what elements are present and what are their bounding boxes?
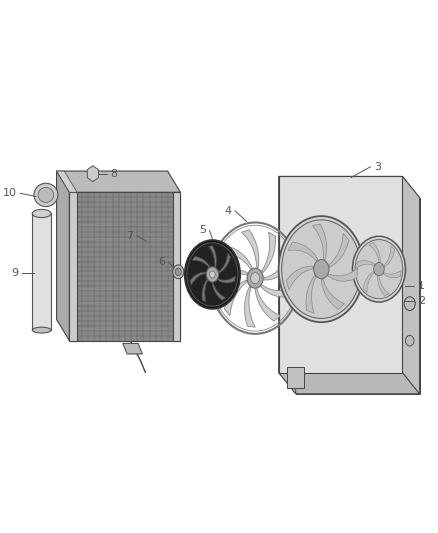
Polygon shape <box>261 285 294 297</box>
Circle shape <box>355 239 403 298</box>
Text: 3: 3 <box>374 162 381 172</box>
Ellipse shape <box>32 327 51 333</box>
Polygon shape <box>264 254 293 280</box>
Polygon shape <box>208 246 216 269</box>
Polygon shape <box>262 232 276 272</box>
Polygon shape <box>57 171 77 192</box>
Text: 10: 10 <box>3 188 17 198</box>
Polygon shape <box>57 171 180 192</box>
Ellipse shape <box>38 187 54 203</box>
Text: 2: 2 <box>418 296 425 306</box>
Circle shape <box>175 268 181 276</box>
Circle shape <box>206 267 219 282</box>
Polygon shape <box>69 192 77 341</box>
Circle shape <box>406 335 414 346</box>
Polygon shape <box>287 367 304 389</box>
Ellipse shape <box>34 183 58 207</box>
Circle shape <box>279 216 364 322</box>
Polygon shape <box>383 270 401 278</box>
Polygon shape <box>378 276 389 296</box>
Text: 6: 6 <box>158 257 165 267</box>
Polygon shape <box>215 270 247 287</box>
Circle shape <box>251 272 260 284</box>
Polygon shape <box>279 176 403 373</box>
Polygon shape <box>217 253 231 274</box>
Polygon shape <box>242 230 259 268</box>
Polygon shape <box>173 192 180 341</box>
Circle shape <box>353 236 406 302</box>
Circle shape <box>404 297 415 311</box>
Circle shape <box>185 240 240 309</box>
Circle shape <box>374 263 384 276</box>
Polygon shape <box>279 176 420 198</box>
Polygon shape <box>296 198 420 394</box>
Polygon shape <box>328 268 357 281</box>
Polygon shape <box>221 246 252 269</box>
Circle shape <box>282 220 361 318</box>
Polygon shape <box>312 224 327 260</box>
Polygon shape <box>192 256 211 269</box>
Polygon shape <box>216 276 236 283</box>
Polygon shape <box>384 246 395 267</box>
Polygon shape <box>202 278 209 302</box>
Polygon shape <box>321 279 345 309</box>
Text: 8: 8 <box>110 169 117 179</box>
Ellipse shape <box>32 209 51 217</box>
Text: 9: 9 <box>11 268 18 278</box>
Polygon shape <box>123 343 142 354</box>
Circle shape <box>210 271 215 278</box>
Polygon shape <box>69 192 180 341</box>
Circle shape <box>187 243 238 306</box>
Polygon shape <box>369 243 380 262</box>
Polygon shape <box>403 176 420 394</box>
Polygon shape <box>279 176 296 394</box>
Polygon shape <box>363 271 374 293</box>
Polygon shape <box>224 280 247 316</box>
Polygon shape <box>286 266 313 289</box>
Polygon shape <box>57 171 69 341</box>
Circle shape <box>247 268 263 288</box>
Polygon shape <box>87 166 99 182</box>
Polygon shape <box>306 276 316 313</box>
Polygon shape <box>357 261 374 268</box>
Text: 5: 5 <box>199 225 206 236</box>
Polygon shape <box>190 272 208 285</box>
Polygon shape <box>288 242 318 261</box>
Polygon shape <box>244 287 255 327</box>
Polygon shape <box>32 214 51 330</box>
Polygon shape <box>255 289 281 321</box>
Text: 4: 4 <box>225 206 232 216</box>
Polygon shape <box>212 280 226 301</box>
Circle shape <box>314 260 329 279</box>
Polygon shape <box>329 233 349 267</box>
Polygon shape <box>279 373 420 394</box>
Text: 7: 7 <box>126 231 134 241</box>
Text: 1: 1 <box>418 281 425 291</box>
Circle shape <box>173 265 184 279</box>
